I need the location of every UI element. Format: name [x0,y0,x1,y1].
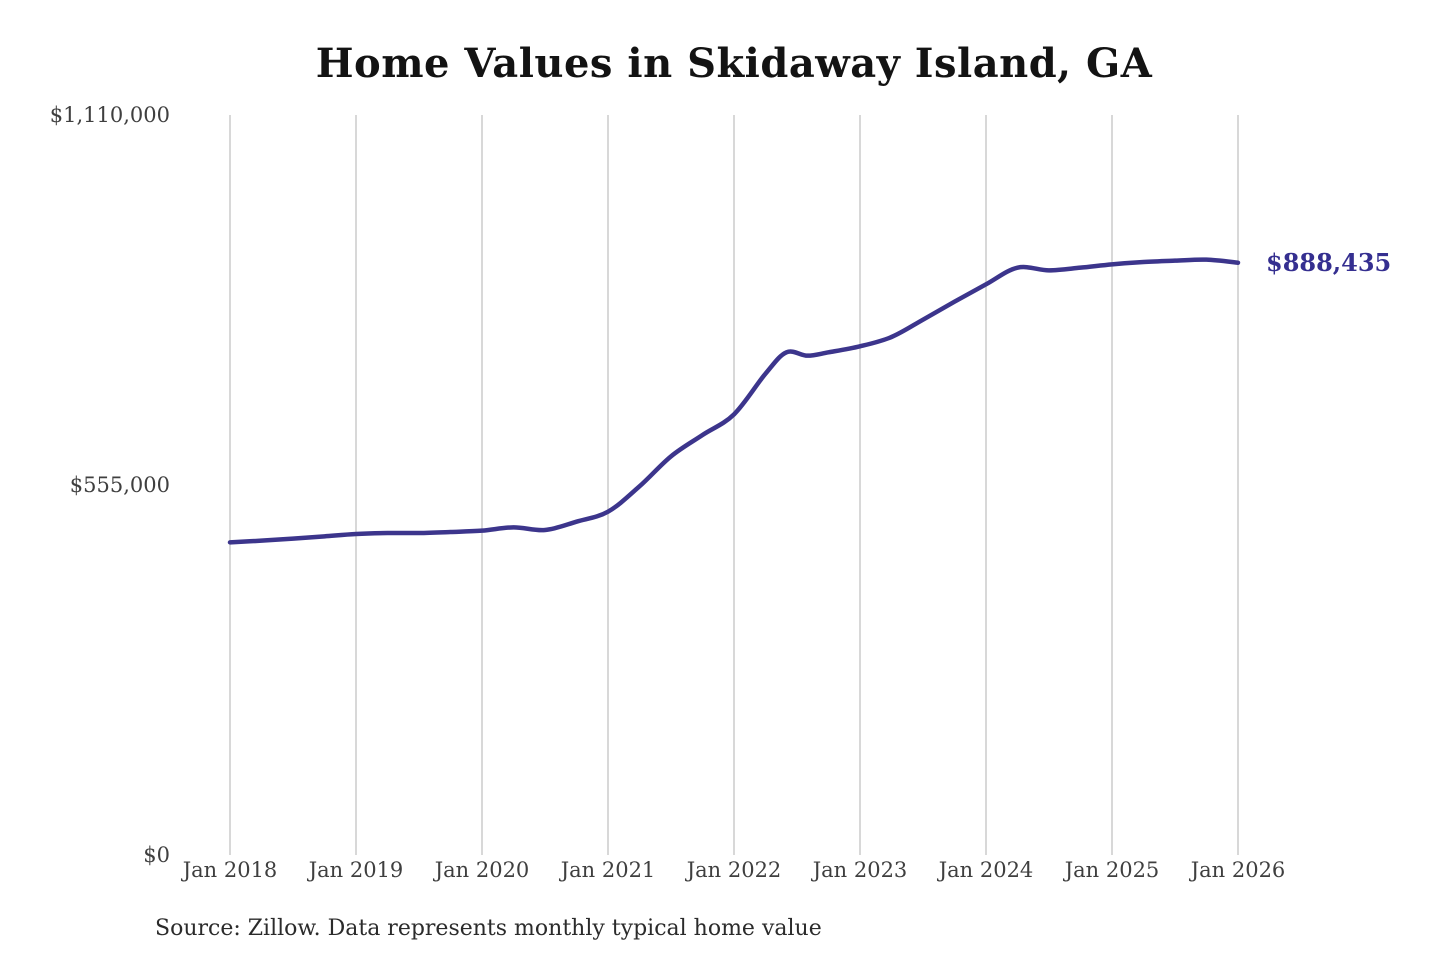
x-axis-tick-label: Jan 2019 [308,858,404,882]
x-axis-tick-label: Jan 2021 [560,858,656,882]
home-value-line-series [227,257,1241,545]
latest-value-label: $888,435 [1266,247,1392,277]
source-note: Source: Zillow. Data represents monthly … [155,916,822,941]
x-axis-tick-label: Jan 2023 [812,858,908,882]
x-axis-tick-label: Jan 2020 [434,858,530,882]
x-axis-tick-label: Jan 2025 [1064,858,1160,882]
x-axis-tick-label: Jan 2024 [938,858,1034,882]
y-axis-tick-label: $0 [143,843,170,867]
x-axis-tick-label: Jan 2026 [1190,858,1286,882]
y-axis-tick-label: $1,110,000 [49,103,170,127]
x-axis-tick-label: Jan 2022 [686,858,782,882]
x-axis-tick-label: Jan 2018 [182,858,278,882]
y-axis-tick-label: $555,000 [69,473,170,497]
vertical-gridlines [229,115,1239,855]
chart-title: Home Values in Skidaway Island, GA [315,40,1153,87]
